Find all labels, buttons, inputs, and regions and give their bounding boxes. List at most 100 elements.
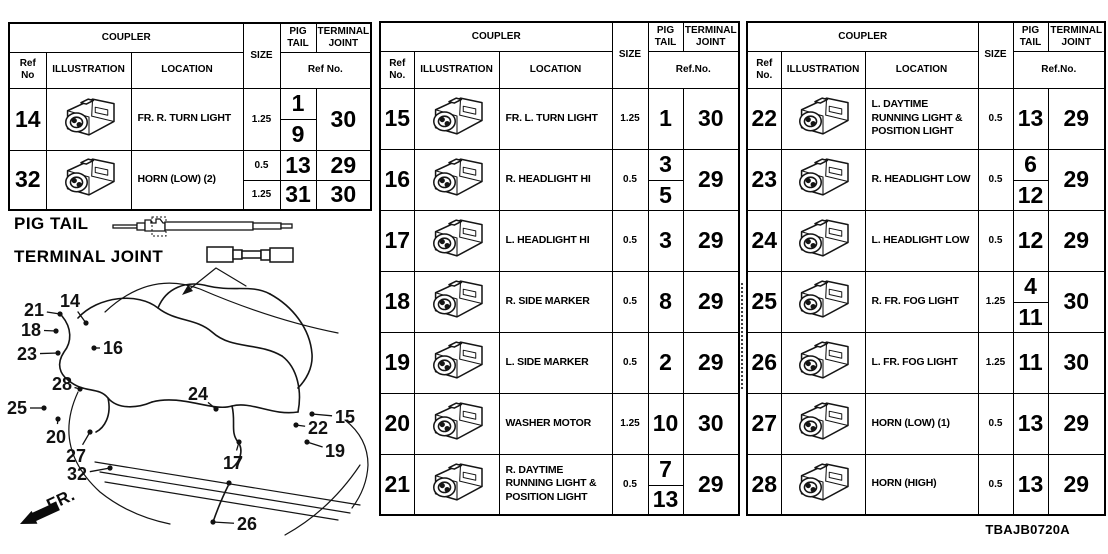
coupler-illustration xyxy=(799,219,849,257)
pig-tail-cell: 1 xyxy=(279,87,317,120)
coupler-table-right: COUPLER SIZE PIG TAIL TERMINAL JOINT Ref No.… xyxy=(746,21,1106,516)
fr-direction-label: FR. xyxy=(44,485,78,514)
table-row-22: 22 L. DAYTIME RUNNING LIGHT & POSITION LI… xyxy=(746,87,1106,150)
table-row-21: 21 R. DAYTIME RUNNING LIGHT & POSITION LI… xyxy=(379,453,740,516)
size-cell: 0.5 xyxy=(977,453,1014,516)
size-cell: 0.5 xyxy=(977,209,1014,272)
pig-tail-cell: 13 xyxy=(647,484,684,516)
connector-stub xyxy=(213,406,219,412)
terminal-joint-section-label: TERMINAL JOINT xyxy=(14,247,164,266)
terminal-joint-cell: 30 xyxy=(682,392,740,455)
terminal-joint-cell: 30 xyxy=(1047,331,1106,394)
header-ref-no-span: Ref No. xyxy=(279,51,372,89)
ref-no-cell: 32 xyxy=(8,149,47,211)
header-ref-no-span: Ref.No. xyxy=(647,50,740,89)
coupler-illustration-cell xyxy=(780,453,866,516)
coupler-illustration-cell xyxy=(780,209,866,272)
terminal-joint-cell: 30 xyxy=(315,87,372,151)
terminal-joint-cell: 30 xyxy=(315,179,372,211)
coupler-illustration xyxy=(799,402,849,440)
pig-tail-cell: 31 xyxy=(279,179,317,211)
connector-stub xyxy=(107,465,113,471)
diagram-callout-20: 20 xyxy=(46,427,66,447)
pig-tail-cell: 13 xyxy=(1012,87,1049,150)
ref-no-cell: 18 xyxy=(379,270,415,333)
coupler-illustration xyxy=(799,97,849,135)
location-cell: R. SIDE MARKER xyxy=(498,270,613,333)
ref-no-cell: 26 xyxy=(746,331,782,394)
size-cell: 0.5 xyxy=(977,87,1014,150)
pig-tail-cell: 5 xyxy=(647,179,684,211)
location-cell: HORN (HIGH) xyxy=(864,453,979,516)
table-row-32: 1.25 31 30 xyxy=(9,179,372,211)
ref-no-cell: 15 xyxy=(379,87,415,150)
coupler-illustration-cell xyxy=(45,87,132,151)
location-cell: HORN (LOW) (2) xyxy=(130,149,244,211)
callout-leader-line xyxy=(311,413,333,417)
location-cell: R. HEADLIGHT LOW xyxy=(864,148,979,211)
coupler-table-left: COUPLER SIZE PIG TAIL TERMINAL JOINT Ref No I… xyxy=(8,22,373,211)
diagram-callout-22: 22 xyxy=(308,418,328,438)
header-size: SIZE xyxy=(242,22,281,89)
ref-no-cell: 21 xyxy=(379,453,415,516)
coupler-illustration xyxy=(799,341,849,379)
terminal-joint-cell: 30 xyxy=(682,87,740,150)
header-size: SIZE xyxy=(611,21,649,89)
coupler-illustration xyxy=(64,97,115,136)
pig-tail-cell: 1 xyxy=(647,87,684,150)
coupler-illustration xyxy=(432,463,483,501)
ref-no-cell: 17 xyxy=(379,209,415,272)
drawing-number: TBAJB0720A xyxy=(985,522,1070,537)
connector-stub xyxy=(236,439,242,445)
ref-no-cell: 19 xyxy=(379,331,415,394)
header-ref-no: Ref No. xyxy=(746,50,782,89)
pig-tail-cell: 13 xyxy=(1012,392,1049,455)
callout-leader-line xyxy=(212,521,235,524)
coupler-table: COUPLER SIZE PIG TAIL TERMINAL JOINT Ref No.… xyxy=(746,21,1106,516)
pig-tail-cell: 12 xyxy=(1012,179,1049,211)
connector-stub xyxy=(53,328,59,334)
terminal-joint-cell: 29 xyxy=(1047,87,1106,150)
pig-tail-cell: 12 xyxy=(1012,209,1049,272)
terminal-joint-cell: 30 xyxy=(1047,270,1106,333)
coupler-illustration-cell xyxy=(413,331,500,394)
table-row-19: 19 L. SIDE MARKER 0.5 2 29 xyxy=(379,331,740,394)
ref-no-cell: 28 xyxy=(746,453,782,516)
size-cell: 0.5 xyxy=(611,148,649,211)
pig-tail-illustration xyxy=(112,216,293,237)
header-location: LOCATION xyxy=(130,51,244,89)
coupler-illustration xyxy=(432,402,483,440)
size-cell: 0.5 xyxy=(611,331,649,394)
size-cell: 1.25 xyxy=(242,87,281,151)
diagram-callout-24: 24 xyxy=(188,384,208,404)
pig-tail-cell: 3 xyxy=(647,209,684,272)
table-row-26: 26 L. FR. FOG LIGHT 1.25 11 30 xyxy=(746,331,1106,394)
connector-stub xyxy=(304,439,310,445)
size-cell: 0.5 xyxy=(242,149,281,181)
terminal-joint-illustration xyxy=(206,246,294,263)
coupler-illustration-cell xyxy=(780,87,866,150)
pig-tail-cell: 4 xyxy=(1012,270,1049,303)
pig-tail-cell: 3 xyxy=(647,148,684,181)
pig-tail-cell: 7 xyxy=(647,453,684,486)
terminal-joint-cell: 29 xyxy=(315,149,372,181)
table-row-25: 11 xyxy=(747,301,1105,333)
table-row-14: 9 xyxy=(9,118,371,151)
header-terminal-joint: TERMINAL JOINT xyxy=(315,22,372,53)
header-coupler: COUPLER xyxy=(8,22,244,53)
pig-tail-cell: 8 xyxy=(647,270,684,333)
coupler-illustration-cell xyxy=(780,392,866,455)
coupler-illustration-cell xyxy=(45,149,132,211)
connector-stub xyxy=(210,519,216,525)
header-illustration: ILLUSTRATION xyxy=(45,51,132,89)
location-cell: L. SIDE MARKER xyxy=(498,331,613,394)
coupler-illustration xyxy=(432,341,483,379)
header-ref-no-span: Ref.No. xyxy=(1012,50,1106,89)
fr-arrow-shaft xyxy=(32,501,60,522)
coupler-table: COUPLER SIZE PIG TAIL TERMINAL JOINT Ref No.… xyxy=(379,21,740,516)
pig-tail-section-label: PIG TAIL xyxy=(14,214,89,233)
coupler-illustration xyxy=(799,280,849,318)
coupler-illustration-cell xyxy=(780,270,866,333)
pointer-arrowhead-icon xyxy=(182,285,193,295)
